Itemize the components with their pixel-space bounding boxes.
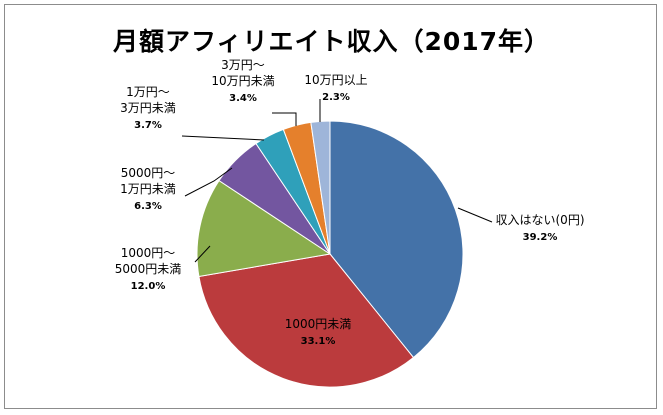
pie-slice	[198, 253, 415, 388]
slice-category-label: 3万円未満	[120, 101, 176, 115]
leader-line	[184, 167, 233, 197]
slice-value-label: 33.1%	[301, 336, 336, 347]
pie-slices	[196, 120, 464, 388]
slice-category-label: 収入はない(0円)	[496, 213, 585, 227]
slice-label: 3万円～ 10万円未満 3.4%	[211, 58, 274, 104]
slice-category-label: 1万円～	[126, 85, 170, 99]
slice-category-label: 5000円～	[121, 166, 176, 180]
slice-category-label: 1万円未満	[120, 182, 176, 196]
leader-line	[194, 245, 211, 263]
slice-label: 5000円～ 1万円未満 6.3%	[120, 166, 176, 212]
slice-value-label: 6.3%	[134, 201, 162, 212]
slice-label: 収入はない(0円) 39.2%	[496, 213, 585, 243]
slice-value-label: 3.7%	[134, 120, 162, 131]
leader-line	[457, 207, 493, 223]
pie-slice	[329, 120, 464, 359]
slice-category-label: 1000円～	[121, 246, 176, 260]
leader-line	[272, 112, 297, 126]
slice-category-label: 3万円～	[221, 58, 265, 72]
slice-category-label: 1000円未満	[285, 317, 352, 331]
slice-category-label: 10万円以上	[304, 73, 367, 87]
slice-label: 1万円～ 3万円未満 3.7%	[120, 85, 176, 131]
slice-category-label: 10万円未満	[211, 74, 274, 88]
chart-title: 月額アフィリエイト収入（2017年）	[112, 27, 551, 56]
slice-value-label: 12.0%	[131, 281, 166, 292]
slice-label: 10万円以上 2.3%	[304, 73, 367, 103]
slice-category-label: 5000円未満	[115, 262, 182, 276]
slice-label: 1000円未満 33.1%	[285, 317, 352, 347]
slice-value-label: 2.3%	[322, 92, 350, 103]
slice-value-label: 39.2%	[523, 232, 558, 243]
pie-slice	[196, 179, 332, 278]
slice-value-label: 3.4%	[229, 93, 257, 104]
slice-label: 1000円～ 5000円未満 12.0%	[115, 246, 182, 292]
leader-line	[181, 135, 265, 141]
